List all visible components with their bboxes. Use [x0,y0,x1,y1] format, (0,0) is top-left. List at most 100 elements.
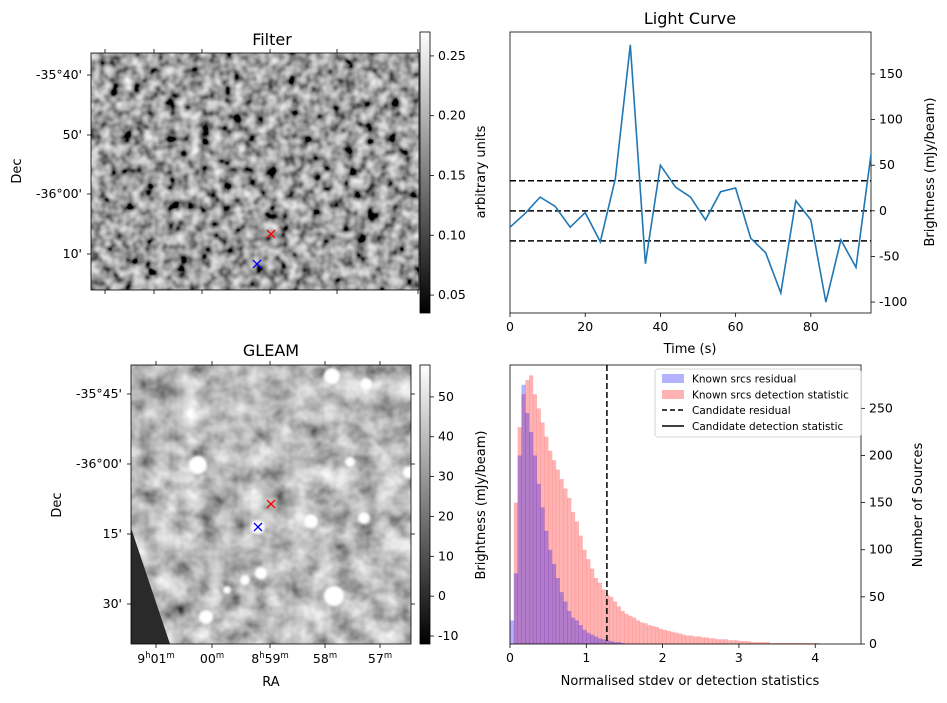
filter-frame [90,52,420,291]
histogram-x-tick-label: 4 [811,650,819,665]
filter-x-ticks [104,49,419,294]
gleam-x-tick-label-part: h [259,651,264,661]
light-curve-panel: Light Curve 0 20 40 60 80 -100 -50 0 50 100 150 T… [506,9,938,357]
gleam-x-tick-label-part: m [384,651,392,661]
histogram-bar-residual [586,632,591,644]
gleam-x-tick-label: 8h59m [251,651,289,666]
histogram-bar-detection [593,578,599,644]
histogram-bar-detection [624,613,629,644]
histogram-bar-detection [548,450,553,644]
histogram-bar-detection [773,643,778,644]
histogram-bar-detection [532,394,538,644]
light-curve-y-tick-label: -100 [879,294,907,309]
histogram-bar-residual [513,573,518,644]
histogram-bar-residual [578,625,583,644]
histogram-bar-detection [586,559,591,644]
histogram-bar-detection [719,639,724,644]
gleam-x-tick-label-part: 01 [151,651,167,666]
gleam-x-tick-label-part: m [280,651,288,661]
histogram-bar-detection [559,479,564,644]
gleam-x-ticks: 9h01m 00m 8h59m 58m 57m [137,361,392,666]
filter-image [91,53,419,290]
legend-label-detection: Known srcs detection statistic [692,390,849,402]
gleam-x-tick-label-part: 57 [368,651,384,666]
histogram-bar-detection [662,629,667,644]
light-curve-x-tick-label: 60 [728,319,744,334]
filter-marker-red-x [266,229,276,239]
histogram-bar-residual [567,611,572,644]
histogram-bar-detection [567,497,572,644]
histogram-bar-detection [654,627,660,644]
light-curve-x-ticks: 0 20 40 60 80 [506,313,819,334]
histogram-bar-detection [761,642,766,644]
histogram-bar-residual [571,617,576,644]
gleam-y-tick-label: 30' [103,596,122,611]
histogram-bar-detection [685,635,690,644]
histogram-bar-detection [635,620,641,644]
gleam-x-tick-label-part: 58 [313,651,329,666]
histogram-bar-detection [574,521,579,644]
gleam-x-tick-label: 00m [200,651,224,666]
light-curve-x-tick-label: 40 [652,319,668,334]
histogram-bar-detection [613,601,618,644]
histogram-bar-detection [597,582,602,644]
legend-swatch-residual [662,374,684,383]
light-curve-y-tick-label: -50 [879,248,899,263]
gleam-x-tick-label: 58m [313,651,337,666]
gleam-x-tick-label-part: m [216,651,224,661]
legend-swatch-detection [662,390,684,399]
histogram-bar-detection [677,633,682,644]
gleam-colorbar-tick-label: 20 [438,508,454,523]
filter-y-tick-label: 50' [63,127,82,142]
histogram-bar-detection [792,643,797,644]
histogram-y-tick-label: 200 [869,447,893,462]
gleam-marker-blue-x [253,522,263,532]
light-curve-x-label: Time (s) [663,342,717,357]
gleam-y-ticks: -35°45' -36°00' 15' 30' [76,386,415,611]
histogram-bar-residual [540,507,545,644]
histogram-bar-residual [601,639,606,644]
histogram-bar-detection [555,469,560,644]
gleam-colorbar-tick-label: 50 [438,389,454,404]
legend-label-candidate-residual: Candidate residual [692,405,791,417]
gleam-y-tick-label: -36°00' [76,456,122,471]
histogram-bar-residual [544,530,549,644]
gleam-x-tick-label-part: 9 [137,651,145,666]
histogram-bar-detection [780,643,785,644]
histogram-bar-residual [574,620,579,644]
histogram-bar-residual [521,384,526,644]
histogram-bar-residual [559,592,564,644]
gleam-x-tick-label-part: h [145,651,150,661]
gleam-colorbar-label: Brightness (mJy/beam) [474,431,489,580]
gleam-markers [253,499,276,532]
gleam-y-label: Dec [50,492,65,517]
histogram-bar-residual [532,455,538,644]
gleam-x-label: RA [262,675,280,690]
gleam-x-tick-label-part: 59 [265,651,281,666]
light-curve-y-tick-label: 50 [879,157,895,172]
histogram-y-label: Number of Sources [911,443,926,568]
histogram-bar-detection [674,632,679,644]
histogram-bar-detection [658,628,663,644]
histogram-bar-residual [582,629,587,644]
histogram-bar-residual [605,640,610,644]
histogram-bar-detection [666,630,671,644]
histogram-bar-detection [803,643,808,644]
histogram-x-label: Normalised stdev or detection statistics [561,674,820,689]
histogram-bar-detection [563,488,568,644]
histogram-bar-residual [517,455,522,644]
marker-stroke [266,499,276,509]
gleam-x-tick-label-part: m [329,651,337,661]
histogram-bar-detection [700,637,705,644]
histogram-bar-detection [731,640,736,644]
histogram-bar-residual [616,642,621,644]
gleam-colorbar-tick-label: 0 [438,588,446,603]
histogram-y-tick-label: 100 [869,542,893,557]
histogram-bar-detection [696,636,702,644]
histogram-x-tick-label: 2 [659,650,667,665]
gleam-panel: GLEAM -35°45' -36°00' 15' 30' [50,341,489,690]
histogram-bar-detection [712,638,717,644]
histogram-bar-detection [784,643,789,644]
histogram-bar-detection [727,640,732,644]
light-curve-y-tick-label: 0 [879,203,887,218]
